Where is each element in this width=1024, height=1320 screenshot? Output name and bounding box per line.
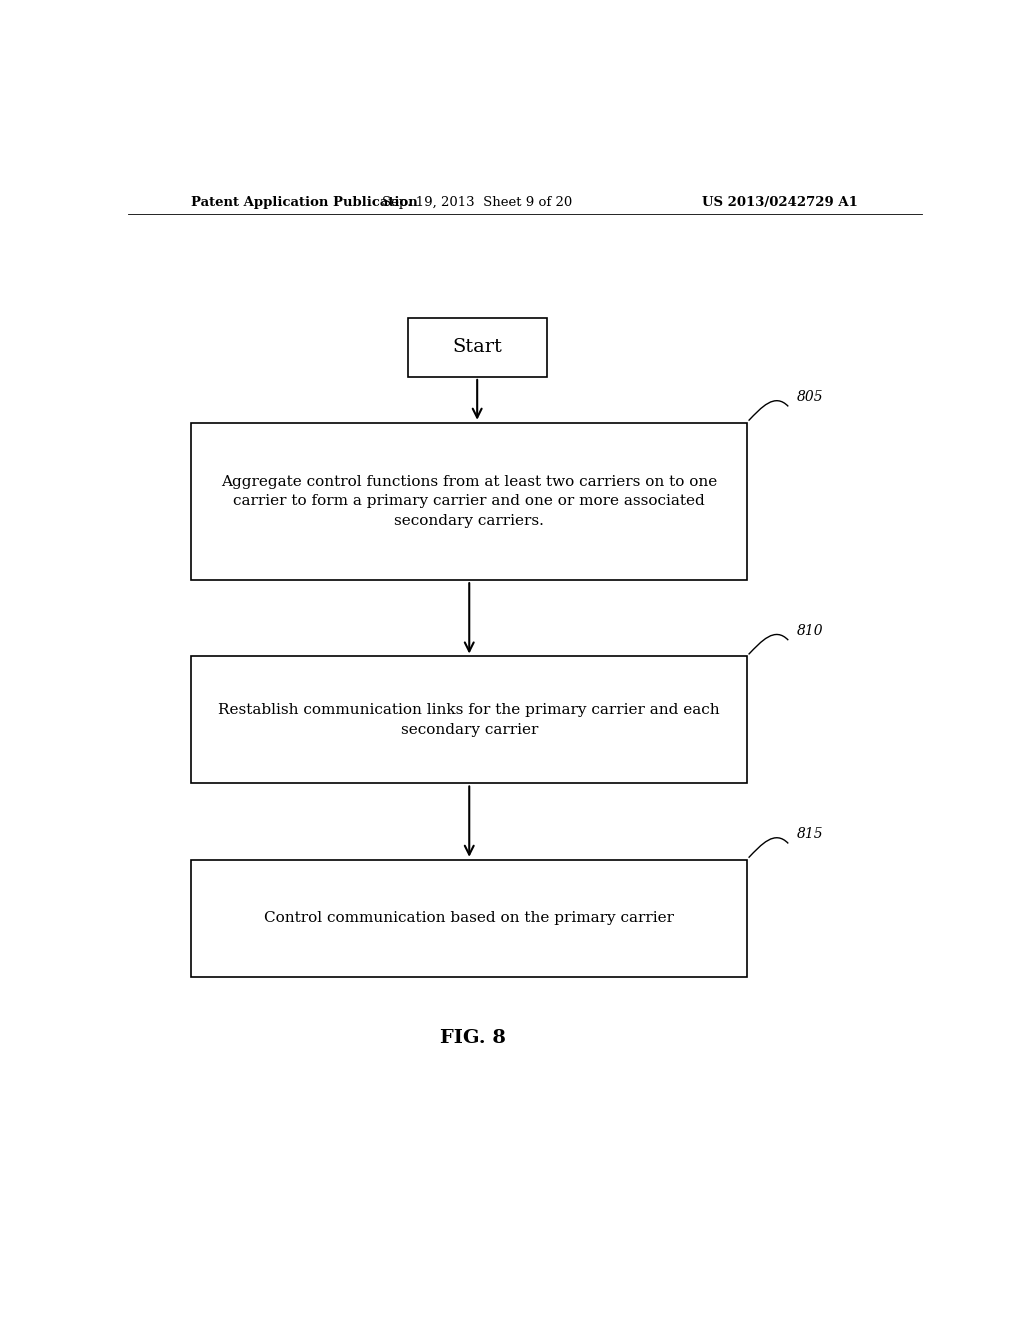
Text: Sep. 19, 2013  Sheet 9 of 20: Sep. 19, 2013 Sheet 9 of 20 [382, 195, 572, 209]
Text: Control communication based on the primary carrier: Control communication based on the prima… [264, 911, 674, 925]
Bar [191, 422, 748, 581]
Bar [408, 318, 547, 378]
Text: Restablish communication links for the primary carrier and each
secondary carrie: Restablish communication links for the p… [218, 704, 720, 737]
Text: 815: 815 [797, 828, 824, 841]
Bar [191, 859, 748, 977]
Text: 810: 810 [797, 624, 824, 638]
Text: US 2013/0242729 A1: US 2013/0242729 A1 [702, 195, 858, 209]
Text: Patent Application Publication: Patent Application Publication [191, 195, 418, 209]
Text: Start: Start [453, 338, 502, 356]
Text: Aggregate control functions from at least two carriers on to one
carrier to form: Aggregate control functions from at leas… [221, 475, 718, 528]
Text: FIG. 8: FIG. 8 [440, 1028, 506, 1047]
Bar [191, 656, 748, 784]
Text: 805: 805 [797, 391, 824, 404]
